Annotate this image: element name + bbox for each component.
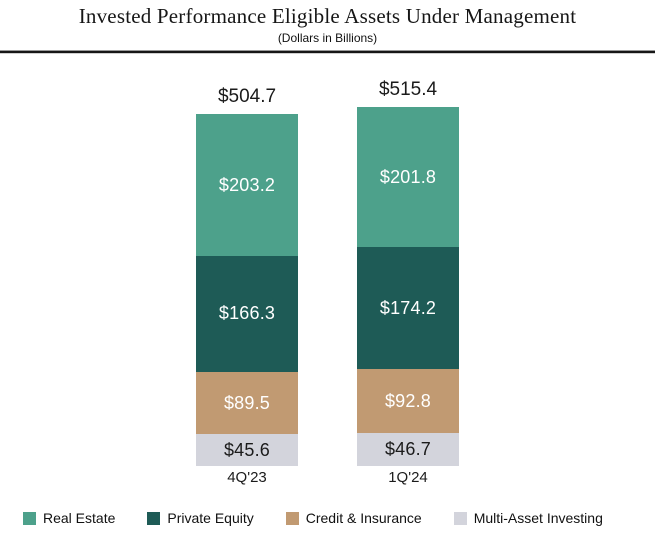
legend-item-label: Credit & Insurance [305, 510, 422, 526]
x-axis-label: 1Q'24 [388, 469, 428, 486]
segment-value-label: $166.3 [218, 303, 276, 324]
legend-swatch [147, 511, 161, 525]
bar-segment: $46.7 [357, 433, 459, 466]
chart-subtitle: (Dollars in Billions) [277, 31, 378, 45]
legend-item: Multi-Asset Investing [453, 510, 603, 526]
bar-segment: $201.8 [357, 106, 459, 248]
segment-value-label: $203.2 [218, 174, 276, 195]
segment-value-label: $92.8 [384, 390, 432, 411]
legend-item: Private Equity [147, 510, 254, 526]
bar-4q23: $203.2 $166.3 $89.5 $45.6 $504.7 [196, 86, 298, 466]
x-axis-label: 4Q'23 [227, 469, 267, 486]
x-axis-labels: 4Q'23 1Q'24 [0, 466, 655, 494]
bar-total-label: $504.7 [217, 86, 277, 108]
legend-item-label: Private Equity [167, 510, 254, 526]
page-title: Invested Performance Eligible Assets Und… [78, 4, 577, 28]
legend-swatch [285, 511, 299, 525]
bar-1q24: $201.8 $174.2 $92.8 $46.7 $515.4 [357, 79, 459, 466]
chart-header: Invested Performance Eligible Assets Und… [0, 4, 655, 54]
segment-value-label: $46.7 [384, 439, 432, 460]
legend-item-label: Real Estate [43, 510, 116, 526]
bar-segment: $45.6 [196, 434, 298, 466]
segment-value-label: $89.5 [223, 392, 271, 413]
legend-swatch [23, 511, 36, 525]
bar-segment: $174.2 [357, 247, 459, 369]
bar-segment: $89.5 [196, 371, 298, 435]
legend-item: Real Estate [23, 510, 115, 526]
stacked-bar-chart: $203.2 $166.3 $89.5 $45.6 $504.7 $201.8 $174.2… [0, 54, 655, 466]
bar-total-label: $515.4 [378, 78, 438, 100]
bar-segment: $92.8 [357, 368, 459, 434]
legend-item-label: Multi-Asset Investing [473, 510, 603, 526]
bar-segment: $166.3 [196, 255, 298, 372]
segment-value-label: $174.2 [379, 297, 437, 318]
header-divider [0, 50, 655, 54]
chart-legend: Real Estate Private Equity Credit & Insura… [0, 510, 655, 526]
chart-page: Invested Performance Eligible Assets Und… [0, 4, 655, 526]
segment-value-label: $45.6 [223, 439, 271, 460]
legend-item: Credit & Insurance [285, 510, 422, 526]
bar-segment: $203.2 [196, 114, 298, 256]
legend-swatch [453, 511, 467, 525]
segment-value-label: $201.8 [379, 166, 437, 187]
